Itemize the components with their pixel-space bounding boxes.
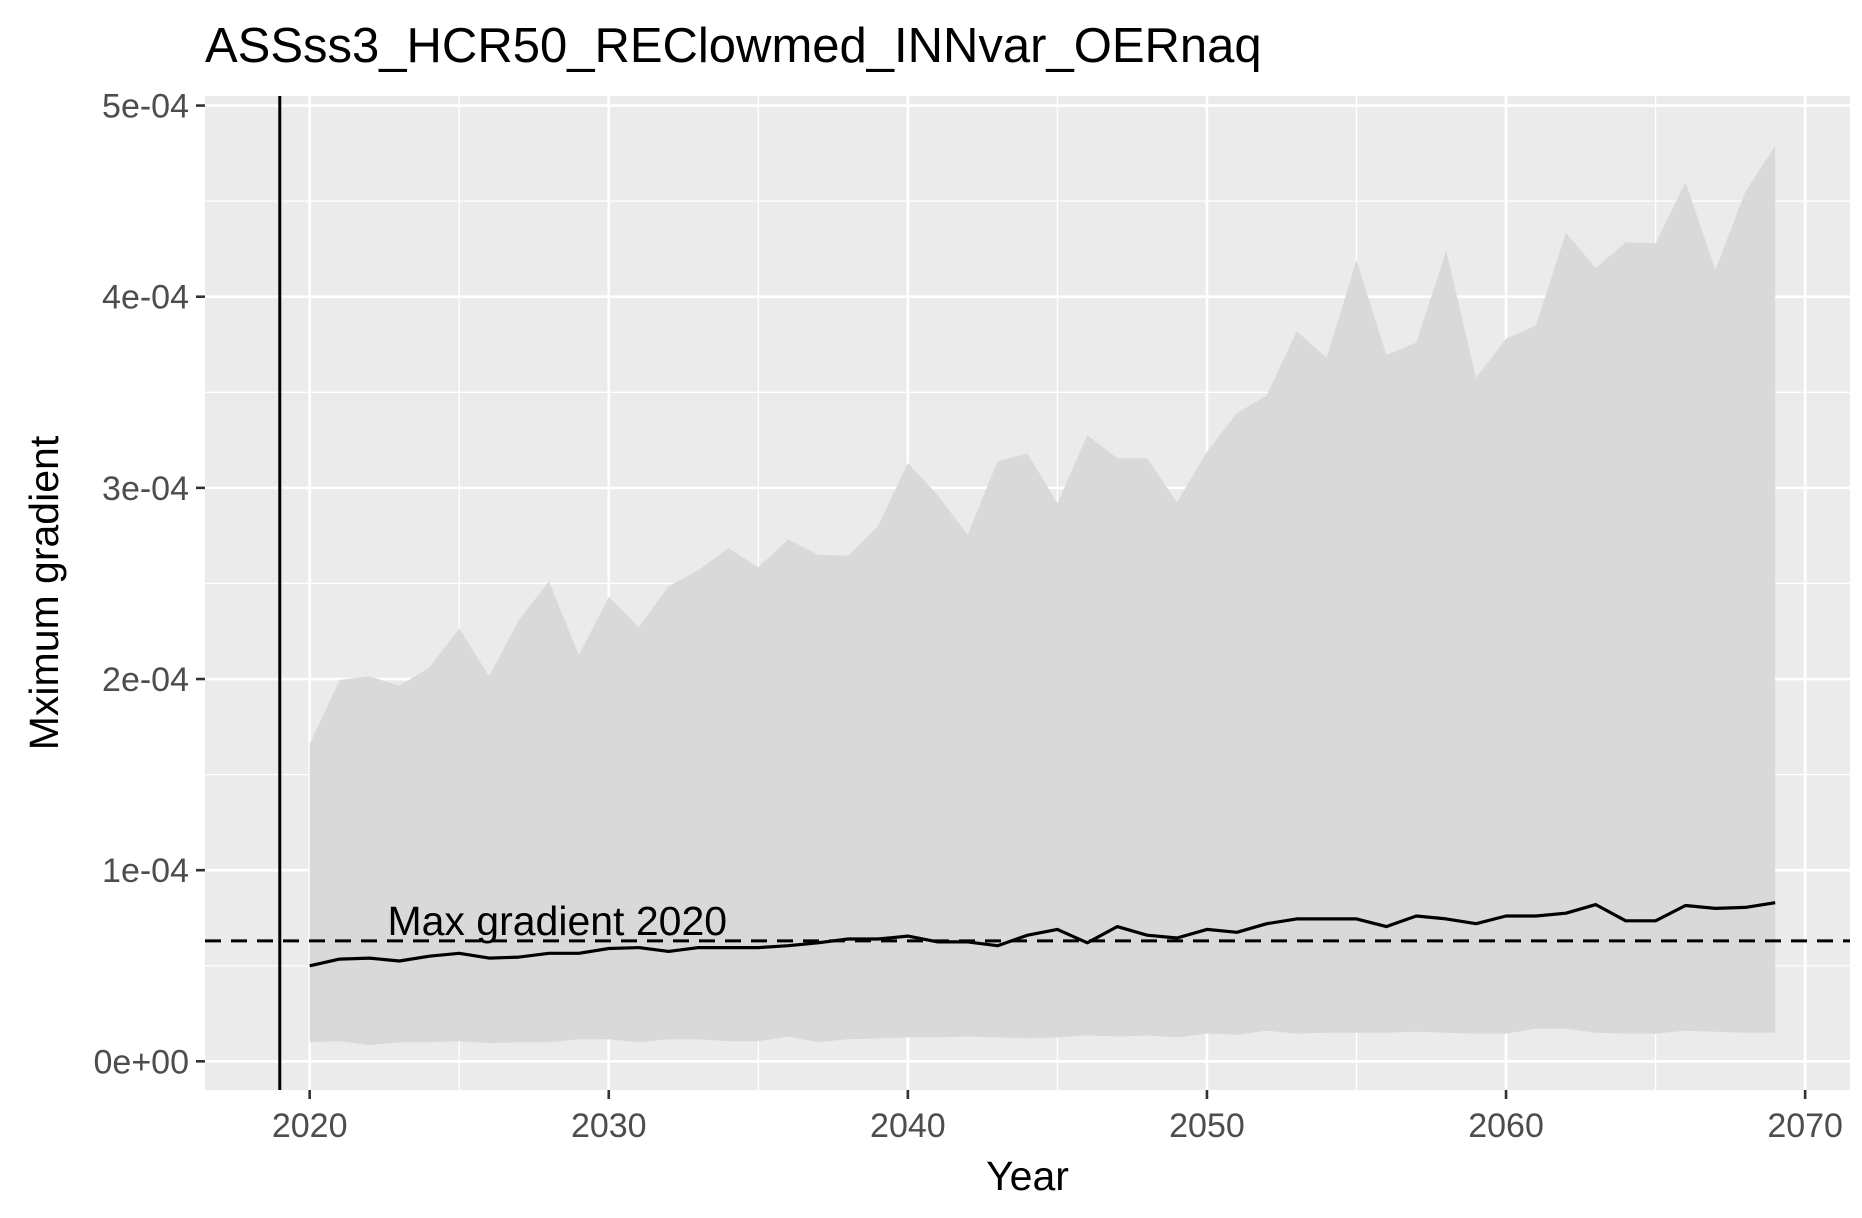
- x-tick-label: 2030: [571, 1107, 647, 1145]
- x-axis-title: Year: [986, 1153, 1069, 1199]
- x-tick-label: 2070: [1767, 1107, 1843, 1145]
- y-tick-label: 3e-04: [102, 470, 189, 508]
- x-tick-label: 2060: [1468, 1107, 1544, 1145]
- x-axis: 2020 2030 2040 2050 2060 2070: [272, 1090, 1843, 1145]
- y-tick-label: 5e-04: [102, 88, 189, 126]
- x-tick-label: 2040: [870, 1107, 946, 1145]
- y-tick-label: 1e-04: [102, 852, 189, 890]
- y-tick-label: 4e-04: [102, 279, 189, 317]
- x-tick-label: 2050: [1169, 1107, 1245, 1145]
- x-tick-label: 2020: [272, 1107, 348, 1145]
- y-tick-label: 0e+00: [94, 1043, 190, 1081]
- y-axis-title: Mximum gradient: [21, 435, 67, 750]
- chart-title: ASSss3_HCR50_REClowmed_INNvar_OERnaq: [205, 19, 1262, 73]
- uncertainty-band: [309, 145, 1776, 1046]
- y-axis: 0e+00 1e-04 2e-04 3e-04 4e-04 5e-04: [94, 88, 205, 1081]
- y-tick-label: 2e-04: [102, 661, 189, 699]
- median-line: [309, 901, 1776, 968]
- annotation-max-gradient-2020: Max gradient 2020: [387, 898, 727, 944]
